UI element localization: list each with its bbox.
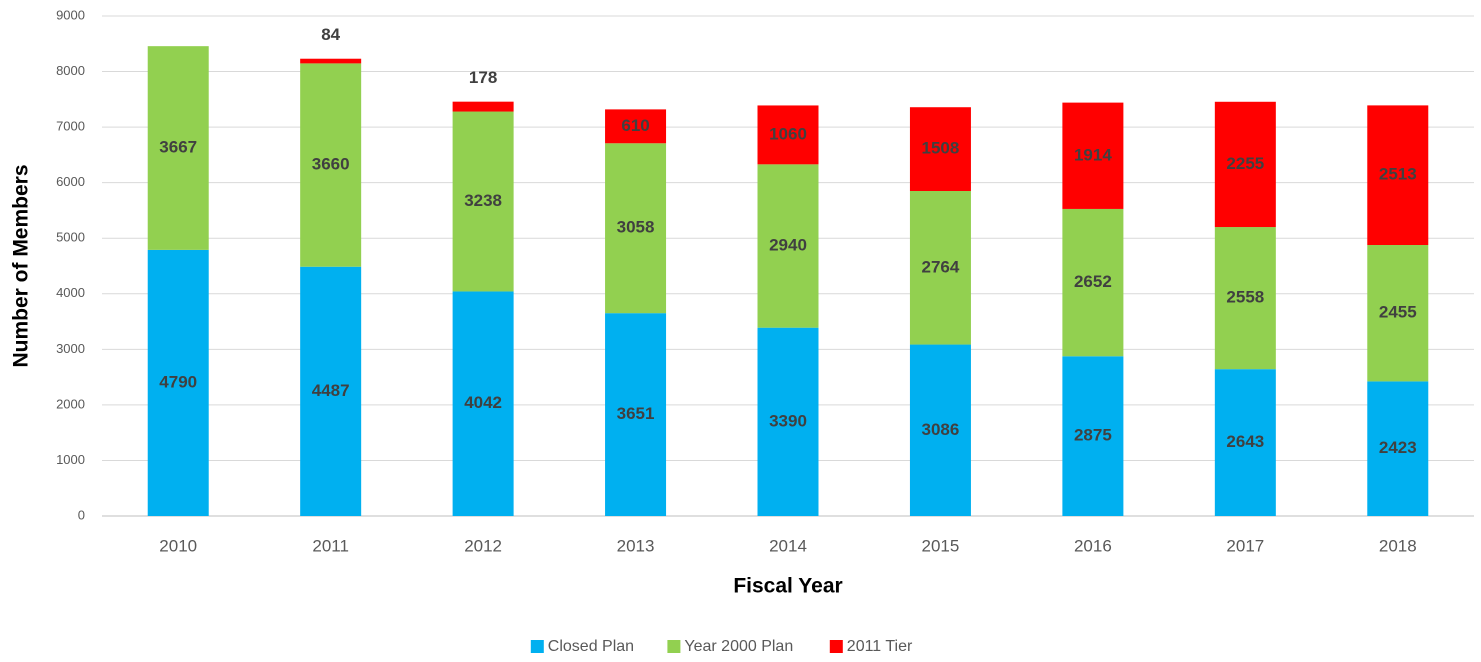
x-axis-title: Fiscal Year: [733, 575, 842, 598]
bar-segment: [452, 111, 514, 292]
legend-label: Closed Plan: [548, 638, 634, 655]
x-tick-label: 2018: [1379, 536, 1417, 555]
bar-segment: [1062, 102, 1124, 209]
legend-label: Year 2000 Plan: [684, 638, 793, 655]
bar-segment: [147, 249, 209, 516]
value-label: 3238: [464, 191, 502, 210]
bar-segment: [1214, 101, 1276, 228]
bar-segment: [605, 313, 667, 516]
y-tick-label: 5000: [56, 230, 85, 245]
bar-segment: [452, 291, 514, 516]
bar-segment: [300, 266, 362, 516]
value-label: 2558: [1226, 288, 1264, 307]
value-label: 4042: [464, 393, 502, 412]
value-label: 4790: [159, 372, 197, 391]
value-label: 1508: [922, 139, 960, 158]
x-tick-label: 2012: [464, 536, 502, 555]
value-label: 2455: [1379, 303, 1417, 322]
bar-segment: [1062, 356, 1124, 516]
x-tick-label: 2015: [922, 536, 960, 555]
bar-segment: [1062, 208, 1124, 357]
y-tick-label: 3000: [56, 341, 85, 356]
bar-segment: [605, 143, 667, 314]
legend-swatch: [530, 640, 544, 653]
bar-segment: [300, 58, 362, 64]
value-label: 3667: [159, 138, 197, 157]
x-tick-label: 2016: [1074, 536, 1112, 555]
y-tick-label: 6000: [56, 174, 85, 189]
value-label: 2652: [1074, 272, 1112, 291]
y-tick-label: 7000: [56, 119, 85, 134]
value-label: 2940: [769, 235, 807, 254]
bar-segment: [909, 107, 971, 191]
x-tick-label: 2017: [1226, 536, 1264, 555]
value-label: 610: [621, 116, 649, 135]
y-tick-label: 4000: [56, 285, 85, 300]
value-label: 84: [321, 25, 340, 44]
bar-segment: [1367, 245, 1429, 382]
legend-label: 2011 Tier: [847, 638, 913, 655]
value-label: 3660: [312, 155, 350, 174]
y-tick-label: 9000: [56, 7, 85, 22]
bar-segment: [1367, 381, 1429, 516]
legend-swatch: [829, 640, 843, 653]
value-label: 1914: [1074, 145, 1112, 164]
value-label: 3086: [922, 420, 960, 439]
value-label: 3651: [617, 404, 655, 423]
value-label: 1060: [769, 124, 807, 143]
value-label: 2423: [1379, 438, 1417, 457]
value-label: 2255: [1226, 154, 1264, 173]
bar-segment: [909, 191, 971, 345]
bar-segment: [1367, 105, 1429, 245]
value-label: 2764: [922, 257, 960, 276]
bar-segment: [147, 46, 209, 250]
bar-segment: [1214, 227, 1276, 370]
bar-segment: [452, 101, 514, 112]
x-tick-label: 2011: [312, 536, 349, 555]
x-tick-label: 2010: [159, 536, 197, 555]
y-tick-label: 1000: [56, 452, 85, 467]
y-tick-label: 2000: [56, 396, 85, 411]
value-label: 2875: [1074, 426, 1112, 445]
y-tick-label: 8000: [56, 63, 85, 78]
bar-segment: [1214, 369, 1276, 516]
value-label: 4487: [312, 381, 350, 400]
bar-segment: [757, 327, 819, 516]
bar-segment: [757, 164, 819, 328]
bar-segment: [605, 109, 667, 144]
value-label: 3390: [769, 411, 807, 430]
x-tick-label: 2013: [617, 536, 655, 555]
value-label: 178: [469, 68, 497, 87]
value-label: 3058: [617, 218, 655, 237]
bar-segment: [300, 63, 362, 267]
legend-swatch: [667, 640, 681, 653]
bar-segment: [757, 105, 819, 165]
bar-segment: [909, 344, 971, 516]
x-tick-label: 2014: [769, 536, 807, 555]
value-label: 2643: [1226, 432, 1264, 451]
y-axis-title: Number of Members: [10, 164, 33, 367]
y-tick-label: 0: [78, 507, 85, 522]
value-label: 2513: [1379, 165, 1417, 184]
